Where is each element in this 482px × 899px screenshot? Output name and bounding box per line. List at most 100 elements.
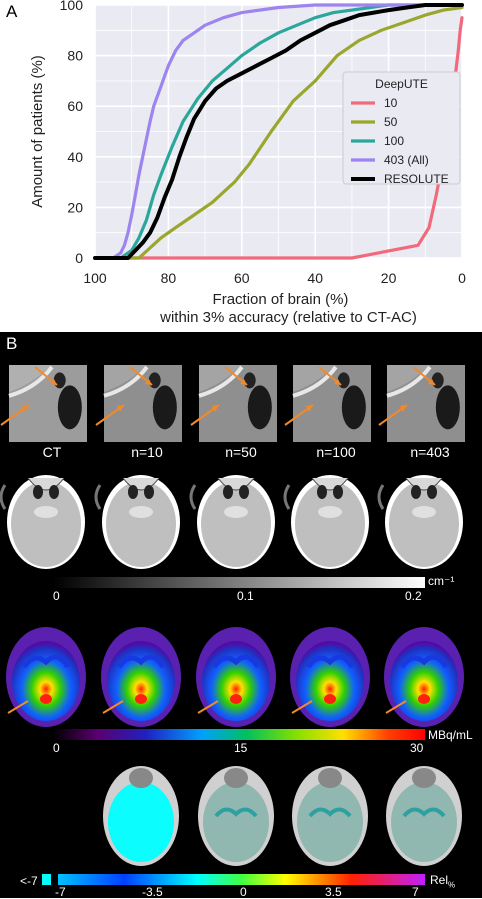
diff-structure bbox=[402, 807, 446, 818]
pet-brain bbox=[12, 641, 80, 721]
colorbar-rel-unit: Rel% bbox=[430, 873, 456, 890]
y-tick-label: 80 bbox=[67, 48, 83, 64]
zoom-inset bbox=[0, 365, 87, 510]
pet-slice bbox=[384, 627, 464, 727]
brain-tissue bbox=[201, 481, 271, 567]
colorbar-ct-unit: cm⁻¹ bbox=[428, 574, 455, 588]
sinus-cavity bbox=[431, 372, 444, 389]
pet-white-matter bbox=[305, 654, 355, 669]
diff-overlay bbox=[203, 782, 269, 862]
sinus-cavity bbox=[57, 385, 82, 430]
column-label-n403: n=403 bbox=[410, 444, 450, 460]
pet-brain bbox=[296, 641, 364, 721]
skull-edge bbox=[8, 365, 54, 398]
column-label-ct: CT bbox=[42, 444, 62, 460]
colorbar-rel-low-swatch bbox=[42, 874, 51, 885]
diff-face bbox=[224, 768, 248, 788]
pet-hotspot bbox=[324, 694, 336, 704]
zoom-connector-arrow bbox=[377, 484, 385, 510]
sinus-cavity bbox=[243, 372, 256, 389]
sinus bbox=[49, 485, 59, 499]
x-axis-subtitle: within 3% accuracy (relative to CT-AC) bbox=[159, 309, 417, 326]
brain-tissue bbox=[295, 481, 365, 567]
legend-title: DeepUTE bbox=[375, 77, 428, 91]
pet-slice bbox=[290, 627, 370, 727]
arrow-head bbox=[145, 379, 152, 385]
ct-slice bbox=[385, 475, 463, 569]
arrow-head bbox=[400, 405, 407, 412]
diff-overlay bbox=[391, 782, 457, 862]
diff-overlay bbox=[297, 782, 363, 862]
colorbar-rel bbox=[58, 874, 425, 885]
arrow-head bbox=[22, 405, 29, 412]
arrow-head bbox=[428, 379, 435, 385]
panel-b: B CT n=10 n=50 n=100 n=403 cm⁻¹ 0 0.1 0.… bbox=[0, 332, 482, 899]
sinus-cavity bbox=[148, 372, 161, 389]
pet-slice bbox=[6, 627, 86, 727]
x-tick-label: 60 bbox=[234, 270, 250, 286]
pet-slice bbox=[101, 627, 181, 727]
legend-entry: 50 bbox=[384, 115, 398, 129]
arrow-head bbox=[306, 405, 313, 412]
legend-entry: 403 (All) bbox=[384, 153, 429, 167]
pet-hotspot bbox=[40, 694, 52, 704]
arrow-annotation bbox=[7, 700, 29, 714]
skull-edge bbox=[103, 365, 149, 398]
sinus-cavity bbox=[341, 385, 366, 430]
zoom-inset bbox=[283, 365, 371, 510]
colorbar-pet-tick: 0 bbox=[53, 741, 60, 755]
y-tick-label: 60 bbox=[67, 98, 83, 114]
colorbar-pet-tick: 30 bbox=[410, 741, 424, 755]
pet-white-matter bbox=[116, 654, 166, 669]
series-line bbox=[93, 3, 464, 260]
colorbar-ct bbox=[53, 577, 425, 588]
panel-a-letter: A bbox=[6, 2, 18, 21]
ct-slice bbox=[7, 475, 85, 569]
legend-entry: 100 bbox=[384, 134, 404, 148]
diff-face bbox=[412, 768, 436, 788]
colorbar-rel-tick: -7 bbox=[55, 885, 66, 899]
sinus bbox=[144, 485, 154, 499]
legend-entry: RESOLUTE bbox=[384, 172, 449, 186]
sinus-cavity bbox=[53, 372, 66, 389]
column-label-n10: n=10 bbox=[131, 444, 163, 460]
colorbar-ct-tick: 0 bbox=[53, 589, 60, 603]
colorbar-rel-tick: -3.5 bbox=[142, 885, 163, 899]
panel-b-letter: B bbox=[6, 334, 18, 353]
sinus bbox=[333, 485, 343, 499]
arrow-head bbox=[117, 405, 124, 412]
image-grid bbox=[0, 365, 465, 885]
difference-map bbox=[198, 766, 274, 866]
colorbar-pet-tick: 15 bbox=[234, 741, 248, 755]
arrow-head bbox=[212, 405, 219, 412]
zoom-connector-arrow bbox=[94, 484, 102, 510]
colorbar-pet bbox=[53, 729, 425, 740]
diff-face bbox=[129, 768, 153, 788]
y-tick-label: 0 bbox=[75, 250, 83, 266]
brain-tissue bbox=[389, 481, 459, 567]
pet-white-matter bbox=[211, 654, 261, 669]
sinus-cavity bbox=[247, 385, 272, 430]
pet-slice bbox=[196, 627, 276, 727]
sinus bbox=[33, 485, 43, 499]
arrow-head bbox=[240, 379, 247, 385]
colorbar-pet-unit: MBq/mL bbox=[428, 728, 473, 742]
brain-tissue bbox=[11, 481, 81, 567]
legend-box bbox=[342, 71, 461, 185]
cdf-line-chart: 100 80 60 40 20 0 0 20 40 60 80 100 Fraction of brai… bbox=[29, 0, 466, 326]
y-tick-label: 100 bbox=[60, 0, 84, 13]
colorbar-rel-low-label: <-7 bbox=[20, 874, 38, 888]
colorbar-ct-tick: 0.2 bbox=[405, 589, 422, 603]
sinus bbox=[427, 485, 437, 499]
x-axis-title: Fraction of brain (%) bbox=[213, 291, 349, 308]
x-tick-label: 0 bbox=[458, 270, 466, 286]
x-tick-label: 20 bbox=[381, 270, 397, 286]
arrow-annotation bbox=[385, 700, 407, 714]
difference-map bbox=[103, 766, 179, 866]
series-line bbox=[93, 5, 464, 260]
skull-edge bbox=[386, 365, 432, 398]
skull-base bbox=[412, 506, 436, 518]
sinus-cavity bbox=[337, 372, 350, 389]
arrow-head bbox=[50, 379, 57, 385]
panel-a: A 100 80 60 40 20 0 0 20 40 60 80 100 Fraction of br… bbox=[0, 0, 482, 332]
